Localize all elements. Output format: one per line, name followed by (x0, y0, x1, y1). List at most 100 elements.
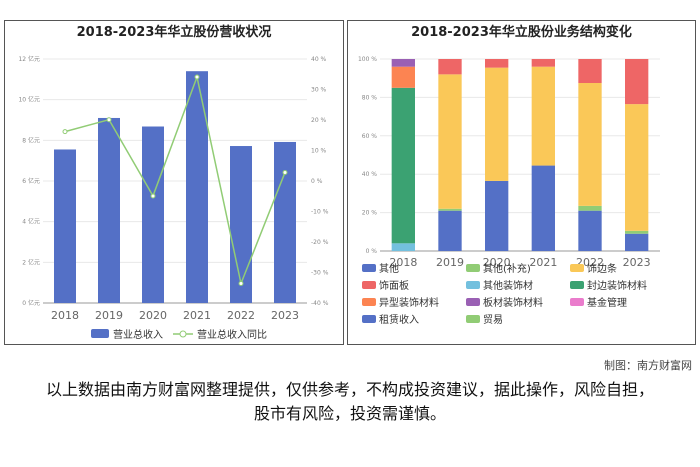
stack-segment (625, 104, 649, 231)
y-tick-label: 40 % (362, 171, 378, 178)
legend-swatch (362, 264, 376, 272)
y-tick-label-left: 0 亿元 (22, 299, 40, 307)
x-tick-label: 2018 (389, 256, 417, 269)
stack-segment (438, 208, 462, 211)
legend-swatch (362, 298, 376, 306)
stack-segment (485, 59, 509, 68)
y-tick-label-left: 2 亿元 (22, 258, 40, 266)
legend-swatch (362, 281, 376, 289)
legend-swatch (570, 298, 584, 306)
revenue-bar (186, 71, 208, 303)
legend-swatch (466, 264, 480, 272)
yoy-point (238, 280, 244, 286)
legend-swatch (362, 315, 376, 323)
stack-segment (625, 59, 649, 105)
y-tick-label: 60 % (362, 133, 378, 140)
revenue-bar (98, 117, 120, 303)
legend-label-revenue: 营业总收入 (113, 328, 163, 341)
stack-segment (438, 210, 462, 251)
y-tick-label-right: -20 % (311, 239, 329, 246)
stack-segment (391, 66, 415, 88)
stack-segment (531, 66, 555, 166)
revenue-bar (142, 126, 164, 303)
revenue-chart-title: 2018-2023年华立股份营收状况 (76, 25, 272, 40)
revenue-bar (230, 146, 252, 303)
stack-segment (625, 233, 649, 251)
y-tick-label-right: -40 % (311, 300, 329, 307)
stack-segment (531, 165, 555, 251)
stack-segment (438, 59, 462, 75)
legend-label: 基金管理 (587, 296, 627, 309)
stack-segment (578, 205, 602, 211)
stack-segment (578, 83, 602, 206)
yoy-point (194, 74, 200, 80)
legend-label: 其他装饰材 (483, 279, 533, 292)
legend-label: 饰边条 (587, 262, 617, 275)
structure-chart-title: 2018-2023年华立股份业务结构变化 (411, 25, 632, 40)
stack-segment (485, 67, 509, 181)
y-tick-label: 80 % (362, 94, 378, 101)
stack-segment (391, 87, 415, 244)
legend-swatch (466, 298, 480, 306)
x-tick-label: 2019 (95, 309, 123, 322)
x-tick-label: 2022 (227, 309, 255, 322)
x-tick-label: 2023 (271, 309, 299, 322)
structure-chart: 0 % 20 % 40 % 60 % 80 % 100 % 2018 2019 2020 2021… (358, 56, 660, 326)
revenue-chart-panel: 2018-2023年华立股份营收状况 0 亿元 2 亿元 4 亿元 6 亿元 8 亿元 1… (4, 20, 344, 345)
x-tick-label: 2021 (183, 309, 211, 322)
x-tick-label: 2019 (436, 256, 464, 269)
y-tick-label-right: -30 % (311, 270, 329, 277)
legend-label: 板材装饰材料 (483, 296, 543, 309)
x-tick-label: 2020 (139, 309, 167, 322)
legend-label: 其他(补充) (483, 262, 531, 275)
chart-credit: 制图：南方财富网 (604, 359, 692, 372)
structure-chart-panel: 2018-2023年华立股份业务结构变化 0 % 20 % 40 % 60 % 80 %… (347, 20, 696, 345)
legend-label: 贸易 (483, 314, 503, 326)
stack-segment (578, 59, 602, 83)
stack-segment (485, 180, 509, 251)
revenue-chart: 0 亿元 2 亿元 4 亿元 6 亿元 8 亿元 10 亿元 12 亿元 -40 % -30 %… (18, 55, 329, 341)
stack-segment (625, 230, 649, 234)
y-tick-label-right: 40 % (311, 56, 327, 63)
y-tick-label-right: 20 % (311, 117, 327, 124)
y-tick-label-right: 10 % (311, 148, 327, 155)
legend-label: 异型装饰材料 (379, 296, 439, 309)
yoy-point (62, 129, 68, 135)
stack-segment (578, 210, 602, 251)
revenue-bar (54, 149, 76, 303)
legend-swatch (570, 281, 584, 289)
legend-swatch (466, 281, 480, 289)
y-tick-label-left: 6 亿元 (22, 177, 40, 185)
legend-swatch (466, 315, 480, 323)
yoy-point (150, 193, 156, 199)
stack-segment (531, 59, 555, 67)
legend-swatch-yoy-marker (179, 330, 187, 338)
stack-segment (391, 59, 415, 67)
stack-segment (391, 243, 415, 251)
legend-label: 饰面板 (379, 279, 409, 292)
disclaimer-text: 以上数据由南方财富网整理提供，仅供参考，不构成投资建议，据此操作，风险自担，股市… (45, 380, 654, 423)
x-tick-label: 2020 (483, 256, 511, 269)
x-tick-label: 2021 (529, 256, 557, 269)
legend-label: 租赁收入 (379, 313, 419, 326)
x-tick-label: 2018 (51, 309, 79, 322)
y-tick-label-left: 4 亿元 (22, 218, 40, 226)
legend-swatch-revenue (91, 329, 109, 338)
y-tick-label: 100 % (358, 56, 377, 63)
x-tick-label: 2023 (623, 256, 651, 269)
legend-swatch (570, 264, 584, 272)
revenue-bar (274, 141, 296, 303)
y-tick-label-left: 8 亿元 (22, 136, 40, 144)
y-tick-label-left: 10 亿元 (18, 96, 40, 104)
y-tick-label-right: -10 % (311, 209, 329, 216)
y-tick-label: 20 % (362, 210, 378, 217)
y-tick-label: 0 % (366, 248, 378, 255)
yoy-line (64, 74, 286, 287)
legend-label: 封边装饰材料 (587, 279, 647, 292)
legend-label-yoy: 营业总收入同比 (197, 328, 267, 341)
y-tick-label-right: 0 % (311, 178, 323, 185)
legend-label: 其他 (379, 262, 399, 275)
yoy-point (282, 169, 288, 175)
y-tick-label-left: 12 亿元 (18, 55, 40, 63)
yoy-point (106, 117, 112, 123)
